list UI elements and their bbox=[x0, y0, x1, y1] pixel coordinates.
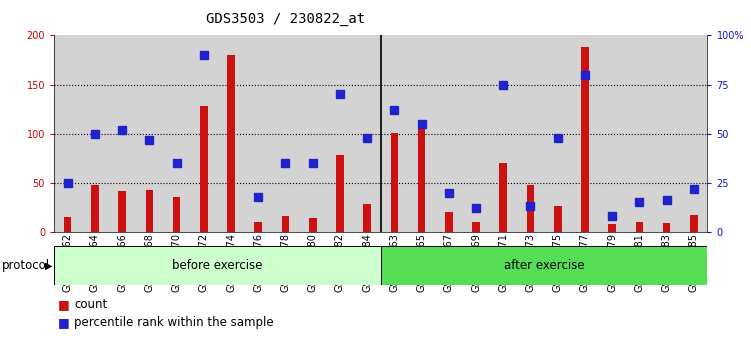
Bar bbox=[445, 212, 453, 232]
Text: percentile rank within the sample: percentile rank within the sample bbox=[74, 316, 274, 329]
Bar bbox=[663, 223, 671, 232]
Bar bbox=[64, 217, 71, 232]
Bar bbox=[245, 35, 272, 232]
Text: ▶: ▶ bbox=[45, 261, 53, 270]
Text: ■: ■ bbox=[58, 316, 70, 329]
Bar bbox=[354, 35, 381, 232]
Bar bbox=[190, 35, 218, 232]
Bar bbox=[608, 224, 616, 232]
Bar bbox=[282, 216, 289, 232]
Bar bbox=[526, 185, 534, 232]
Bar bbox=[599, 35, 626, 232]
Bar bbox=[200, 106, 207, 232]
Text: protocol: protocol bbox=[2, 259, 50, 272]
Bar bbox=[119, 190, 126, 232]
Bar bbox=[363, 204, 371, 232]
Bar bbox=[309, 218, 316, 232]
Bar bbox=[136, 35, 163, 232]
Bar bbox=[228, 55, 235, 232]
Bar bbox=[91, 185, 98, 232]
Bar bbox=[327, 35, 354, 232]
Bar bbox=[653, 35, 680, 232]
Bar bbox=[472, 222, 480, 232]
Bar bbox=[635, 222, 643, 232]
Bar bbox=[408, 35, 436, 232]
Text: after exercise: after exercise bbox=[504, 259, 584, 272]
Bar bbox=[108, 35, 136, 232]
Bar bbox=[626, 35, 653, 232]
Text: before exercise: before exercise bbox=[172, 259, 263, 272]
Bar bbox=[581, 47, 589, 232]
Bar bbox=[218, 35, 245, 232]
Bar bbox=[173, 196, 180, 232]
Bar bbox=[54, 35, 81, 232]
Bar bbox=[54, 246, 381, 285]
Bar bbox=[499, 163, 507, 232]
Bar bbox=[418, 129, 425, 232]
Bar bbox=[146, 190, 153, 232]
Bar bbox=[381, 246, 707, 285]
Text: ■: ■ bbox=[58, 298, 70, 311]
Bar bbox=[544, 35, 572, 232]
Bar bbox=[680, 35, 707, 232]
Bar bbox=[490, 35, 517, 232]
Bar bbox=[554, 206, 562, 232]
Bar bbox=[255, 222, 262, 232]
Bar bbox=[381, 35, 408, 232]
Bar bbox=[81, 35, 108, 232]
Bar bbox=[272, 35, 299, 232]
Bar bbox=[336, 155, 344, 232]
Bar bbox=[391, 133, 398, 232]
Bar bbox=[517, 35, 544, 232]
Bar bbox=[299, 35, 326, 232]
Bar bbox=[572, 35, 599, 232]
Bar bbox=[463, 35, 490, 232]
Bar bbox=[690, 215, 698, 232]
Text: GDS3503 / 230822_at: GDS3503 / 230822_at bbox=[206, 12, 365, 27]
Bar bbox=[436, 35, 463, 232]
Text: count: count bbox=[74, 298, 107, 311]
Bar bbox=[163, 35, 190, 232]
